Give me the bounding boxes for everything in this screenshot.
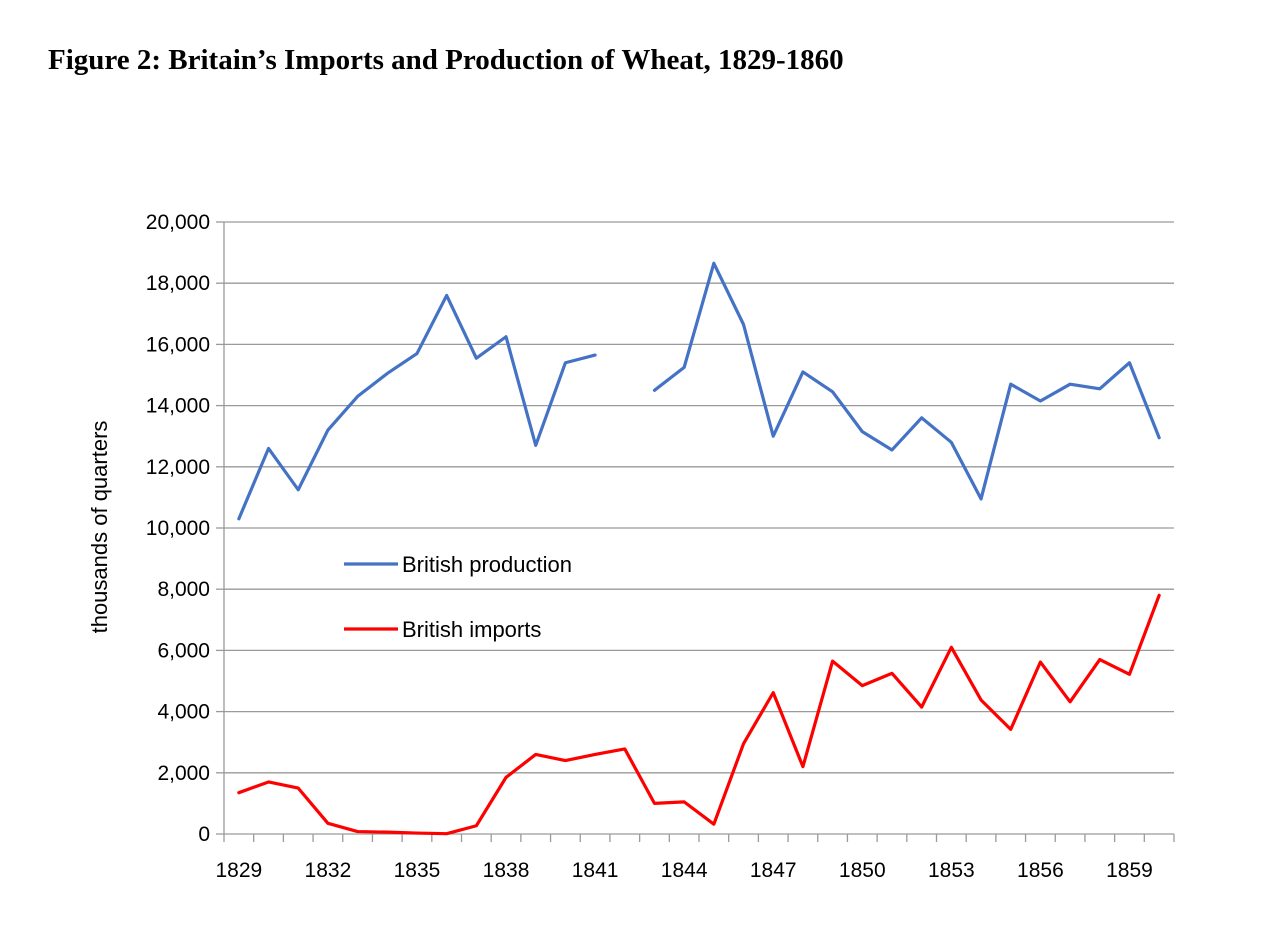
- legend-label: British imports: [402, 617, 541, 642]
- y-tick-label: 6,000: [157, 639, 210, 662]
- y-tick-label: 16,000: [146, 333, 210, 356]
- gridlines: [224, 221, 1174, 774]
- series-line: [237, 593, 1161, 836]
- y-tick-label: 14,000: [146, 395, 210, 418]
- y-tick-label: 4,000: [157, 701, 210, 724]
- x-tick-label: 1835: [394, 859, 441, 882]
- y-tick-labels: 0 2,000 4,000 6,000 8,000 10,000 12,000 14,000 1…: [146, 211, 210, 846]
- legend-label: British production: [402, 552, 572, 577]
- y-tick-label: 18,000: [146, 272, 210, 295]
- series-line: [237, 261, 1161, 521]
- y-tick-label: 0: [198, 823, 210, 846]
- x-tick-labels: 1829 1832 1835 1838 1841 1844 1847 1850 1853 1856…: [215, 859, 1152, 882]
- x-tick-label: 1853: [928, 859, 975, 882]
- y-tick-label: 12,000: [146, 456, 210, 479]
- x-tick-label: 1850: [839, 859, 886, 882]
- x-tick-label: 1829: [215, 859, 262, 882]
- x-tick-label: 1859: [1106, 859, 1153, 882]
- x-tick-label: 1844: [661, 859, 708, 882]
- y-tick-label: 20,000: [146, 211, 210, 234]
- legend: British production British imports: [344, 552, 572, 642]
- x-tick-label: 1847: [750, 859, 797, 882]
- y-axis-title: thousands of quarters: [87, 421, 112, 634]
- x-tick-label: 1841: [572, 859, 619, 882]
- x-tick-label: 1832: [305, 859, 352, 882]
- y-tick-label: 2,000: [157, 762, 210, 785]
- y-tick-label: 10,000: [146, 517, 210, 540]
- x-tick-label: 1838: [483, 859, 530, 882]
- figure-title: Figure 2: Britain’s Imports and Producti…: [48, 44, 844, 76]
- axes: [216, 221, 1175, 842]
- x-tick-label: 1856: [1017, 859, 1064, 882]
- y-tick-label: 8,000: [157, 578, 210, 601]
- series-lines: [237, 261, 1161, 836]
